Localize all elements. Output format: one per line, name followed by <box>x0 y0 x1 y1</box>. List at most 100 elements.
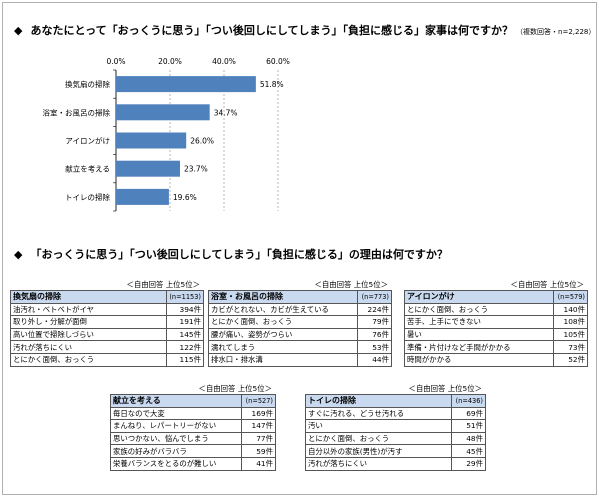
reason-table-ventilation-fan: ＜自由回答 上位5位＞ 換気扇の掃除 (n=1153) 油汚れ・ベトベトがイヤ 39… <box>9 279 204 367</box>
reason-count: 51件 <box>451 419 486 433</box>
table-title: トイレの掃除 <box>305 394 452 408</box>
table-caption: ＜自由回答 上位5位＞ <box>198 384 272 393</box>
table-row: 毎日なので大変 169件 <box>110 406 276 421</box>
category-label: 換気扇の掃除 <box>65 79 110 89</box>
reason-table-menu-planning: ＜自由回答 上位5位＞ 献立を考える (n=527) 毎日なので大変 169件 まん… <box>110 383 276 471</box>
table-row: 汚れが落ちにくい 29件 <box>305 456 486 471</box>
table-row: とにかく面倒、おっくう 48件 <box>305 431 486 446</box>
reason-count: 53件 <box>357 340 392 354</box>
reason-count: 29件 <box>451 456 486 471</box>
question-1-note: （複数回答・n=2,228） <box>516 28 596 36</box>
table-row: 暑い 105件 <box>404 327 588 342</box>
reason-count: 41件 <box>241 456 276 471</box>
reason-label: まんねり、レパートリーがない <box>110 419 242 433</box>
bar <box>116 132 187 149</box>
diamond-bullet-icon: ◆ <box>14 248 23 261</box>
table-row: 高い位置で掃除しづらい 145件 <box>9 327 204 342</box>
reason-label: 取り外し・分解が面倒 <box>9 315 168 329</box>
reason-count: 76件 <box>357 327 392 342</box>
reason-count: 140件 <box>553 302 588 317</box>
reason-label: とにかく面倒、おっくう <box>208 315 358 329</box>
reason-count: 191件 <box>166 315 204 329</box>
question-2-title: 「おっくうに思う」「つい後回しにしてしまう」「負担に感じる」の理由は何ですか？ <box>30 248 448 261</box>
reason-label: 苦手、上手にできない <box>404 315 554 329</box>
table-row: とにかく面倒、おっくう 140件 <box>404 302 588 317</box>
table-row: 油汚れ・ベトベトがイヤ 394件 <box>9 302 204 317</box>
table-sample-size: (n=773) <box>357 290 392 304</box>
table-row: 腰が痛い、姿勢がつらい 76件 <box>208 327 392 342</box>
reason-label: 油汚れ・ベトベトがイヤ <box>9 302 168 317</box>
reason-count: 79件 <box>357 315 392 329</box>
reason-count: 69件 <box>451 406 486 421</box>
bar-chart: 0.0% 20.0% 40.0% 60.0% 換気扇の掃除 51.8% 浴室・お風呂の掃除 3… <box>43 57 290 212</box>
bar <box>116 76 256 93</box>
table-row: 思いつかない、悩んでしまう 77件 <box>110 431 276 446</box>
table-row: とにかく面倒、おっくう 115件 <box>9 352 204 367</box>
table-row: カビがとれない、カビが生えている 224件 <box>208 302 392 317</box>
table-caption: ＜自由回答 上位5位＞ <box>408 384 482 393</box>
reason-label: すぐに汚れる、どうせ汚れる <box>305 406 452 421</box>
table-caption: ＜自由回答 上位5位＞ <box>314 280 388 289</box>
table-title: 浴室・お風呂の掃除 <box>208 290 358 304</box>
reason-label: とにかく面倒、おっくう <box>9 352 168 367</box>
table-title: 換気扇の掃除 <box>9 290 168 304</box>
reason-count: 52件 <box>553 352 588 367</box>
reason-count: 105件 <box>553 327 588 342</box>
category-label: 浴室・お風呂の掃除 <box>43 107 111 117</box>
table-row: 汚い 51件 <box>305 419 486 433</box>
x-tick-label: 40.0% <box>212 57 236 66</box>
table-row: 家族の好みがバラバラ 59件 <box>110 444 276 458</box>
reason-label: 栄養バランスをとるのが難しい <box>110 456 242 471</box>
table-sample-size: (n=579) <box>553 290 588 304</box>
category-label: アイロンがけ <box>65 136 110 146</box>
table-title: 献立を考える <box>110 394 242 408</box>
reason-label: 思いつかない、悩んでしまう <box>110 431 242 446</box>
table-sample-size: (n=527) <box>241 394 276 408</box>
table-row: すぐに汚れる、どうせ汚れる 69件 <box>305 406 486 421</box>
category-label: 献立を考える <box>65 164 110 174</box>
reason-count: 48件 <box>451 431 486 446</box>
diamond-bullet-icon: ◆ <box>14 24 23 37</box>
category-label: トイレの掃除 <box>65 192 110 202</box>
reason-label: 暑い <box>404 327 554 342</box>
reason-table-ironing: ＜自由回答 上位5位＞ アイロンがけ (n=579) とにかく面倒、おっくう 140… <box>404 279 588 367</box>
reason-label: 腰が痛い、姿勢がつらい <box>208 327 358 342</box>
question-1-heading: ◆ あなたにとって「おっくうに思う」「つい後回しにしてしまう」「負担に感じる」家事… <box>14 22 595 38</box>
reason-count: 145件 <box>166 327 204 342</box>
reason-count: 122件 <box>166 340 204 354</box>
reason-label: 濡れてしまう <box>208 340 358 354</box>
x-tick-label: 60.0% <box>266 57 290 66</box>
reason-count: 45件 <box>451 444 486 458</box>
bar <box>116 160 180 177</box>
question-2-heading: ◆ 「おっくうに思う」「つい後回しにしてしまう」「負担に感じる」の理由は何ですか？ <box>14 246 448 262</box>
reason-label: 時間がかかる <box>404 352 554 367</box>
value-label: 51.8% <box>260 80 284 89</box>
reason-label: 高い位置で掃除しづらい <box>9 327 168 342</box>
table-row: 自分以外の家族(男性)が汚す 45件 <box>305 444 486 458</box>
table-row: 取り外し・分解が面倒 191件 <box>9 315 204 329</box>
table-row: 苦手、上手にできない 108件 <box>404 315 588 329</box>
value-label: 19.6% <box>173 193 197 202</box>
reason-label: とにかく面倒、おっくう <box>404 302 554 317</box>
reason-table-toilet: ＜自由回答 上位5位＞ トイレの掃除 (n=436) すぐに汚れる、どうせ汚れる 6… <box>305 383 486 471</box>
table-row: 汚れが落ちにくい 122件 <box>9 340 204 354</box>
table-caption: ＜自由回答 上位5位＞ <box>126 280 200 289</box>
reason-count: 77件 <box>241 431 276 446</box>
reason-count: 44件 <box>357 352 392 367</box>
reason-label: 汚い <box>305 419 452 433</box>
table-row: 濡れてしまう 53件 <box>208 340 392 354</box>
reason-count: 394件 <box>166 302 204 317</box>
reason-label: 家族の好みがバラバラ <box>110 444 242 458</box>
reason-count: 73件 <box>553 340 588 354</box>
table-row: まんねり、レパートリーがない 147件 <box>110 419 276 433</box>
reason-count: 169件 <box>241 406 276 421</box>
reason-label: 汚れが落ちにくい <box>9 340 168 354</box>
reason-label: 自分以外の家族(男性)が汚す <box>305 444 452 458</box>
x-tick-label: 20.0% <box>158 57 182 66</box>
bar <box>116 188 169 205</box>
table-title: アイロンがけ <box>404 290 554 304</box>
table-row: 時間がかかる 52件 <box>404 352 588 367</box>
value-label: 23.7% <box>184 165 208 174</box>
reason-table-bathroom: ＜自由回答 上位5位＞ 浴室・お風呂の掃除 (n=773) カビがとれない、カビが… <box>208 279 392 367</box>
